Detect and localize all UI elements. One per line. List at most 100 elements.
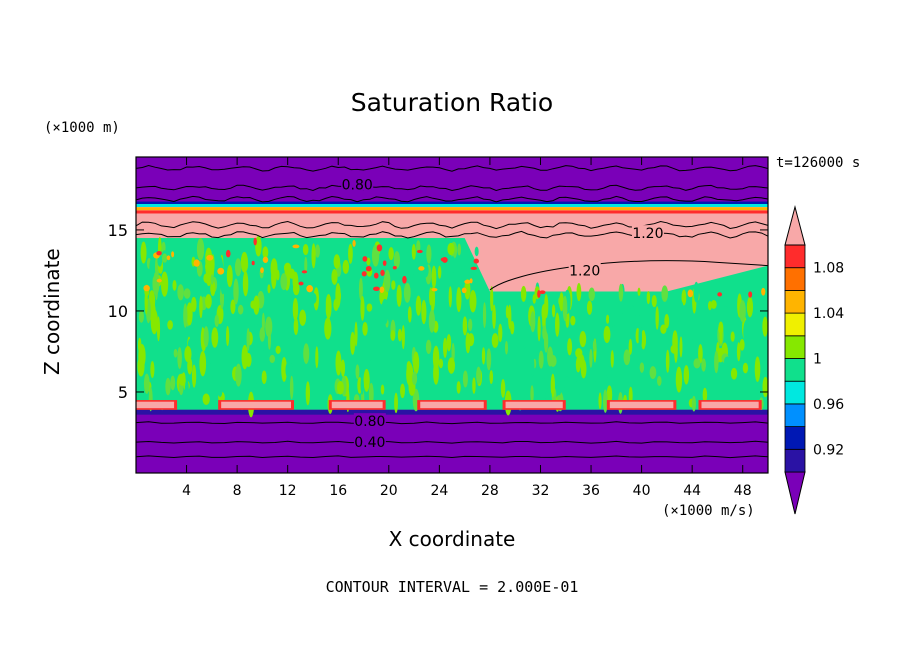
texture-cell (289, 375, 294, 400)
x-tick-label: 20 (380, 483, 398, 499)
texture-cell (556, 379, 562, 396)
texture-cell (304, 256, 308, 274)
texture-cell (530, 385, 534, 403)
texture-cell (286, 326, 294, 340)
stripe-blue (136, 201, 768, 205)
colorbar-swatch (784, 380, 806, 405)
colorbar-label: 0.96 (813, 397, 844, 413)
texture-cell (446, 334, 452, 352)
texture-cell (522, 333, 527, 349)
texture-cell (143, 373, 150, 394)
texture-cell (708, 301, 712, 311)
texture-cell (380, 269, 385, 277)
y-tick-label: 5 (118, 383, 128, 402)
texture-cell (184, 345, 192, 363)
texture-cell (280, 273, 288, 291)
y-unit-label: (×1000 m) (44, 120, 120, 136)
texture-cell (253, 237, 257, 246)
texture-cell (473, 258, 479, 264)
texture-cell (298, 281, 304, 286)
colorbar-swatch (784, 426, 806, 450)
texture-cell (292, 297, 299, 321)
colorbar-label: 1.04 (813, 306, 844, 322)
texture-cell (261, 370, 267, 384)
texture-cell (354, 321, 358, 347)
texture-cell (393, 251, 401, 269)
texture-cell (730, 367, 738, 380)
colorbar-swatch (784, 289, 806, 314)
texture-cell (170, 375, 176, 391)
texture-cell (173, 348, 178, 358)
texture-cell (214, 314, 220, 327)
texture-cell (156, 316, 161, 342)
texture-cell (371, 244, 380, 267)
texture-cell (618, 283, 624, 302)
texture-cell (537, 315, 541, 342)
texture-cell (315, 346, 319, 369)
texture-cell (474, 246, 479, 257)
contour-label-bg (341, 176, 374, 191)
contour-label-bg (631, 225, 664, 240)
texture-cell (315, 244, 321, 258)
texture-cell (579, 330, 587, 348)
texture-cell (413, 351, 420, 375)
texture-cell (283, 262, 292, 274)
texture-cell (641, 330, 646, 350)
texture-cell (639, 362, 645, 373)
texture-cell (426, 244, 432, 264)
texture-cell (468, 318, 473, 332)
colorbar-swatch (784, 403, 806, 427)
stripe-orange (136, 207, 768, 211)
texture-cell (275, 251, 283, 266)
colorbar: 0.92 0.96 1 1.04 1.08 (784, 205, 844, 515)
texture-cell (392, 266, 397, 270)
texture-cell (192, 387, 197, 397)
texture-cell (753, 294, 761, 310)
texture-cell (199, 295, 203, 319)
texture-cell (469, 278, 473, 284)
colorbar-swatch (784, 244, 806, 269)
colorbar-swatch (784, 358, 806, 382)
texture-cell (470, 266, 478, 270)
texture-cell (438, 358, 444, 369)
texture-cell (397, 328, 403, 342)
texture-cell (508, 304, 512, 330)
texture-cell (416, 249, 423, 254)
texture-cell (651, 295, 657, 308)
texture-cell (619, 297, 624, 315)
texture-cell (449, 256, 456, 273)
lower-blob (331, 401, 383, 409)
texture-cell (237, 304, 244, 315)
texture-cell (462, 370, 468, 388)
contour-label-text: 1.20 (569, 263, 600, 279)
texture-cell (432, 345, 440, 371)
texture-cell (225, 249, 231, 258)
texture-cell (259, 327, 266, 342)
texture-cell (361, 271, 367, 277)
contour-label: 1.20 (568, 262, 601, 279)
texture-cell (311, 243, 316, 269)
texture-cell (717, 292, 723, 297)
texture-cell (493, 350, 500, 371)
x-tick-label: 12 (279, 483, 297, 499)
x-tick-label: 40 (633, 483, 651, 499)
texture-cell (267, 284, 271, 294)
y-axis-label: Z coordinate (40, 248, 64, 375)
y-tick-label: 15 (108, 221, 128, 240)
texture-cell (447, 357, 456, 374)
texture-cell (408, 254, 415, 278)
texture-cell (368, 348, 373, 361)
texture-cell (425, 339, 432, 355)
texture-cell (544, 390, 552, 402)
texture-cell (693, 358, 701, 369)
texture-cell (481, 347, 486, 365)
texture-cell (335, 283, 341, 308)
texture-cell (606, 385, 613, 405)
texture-cell (549, 355, 557, 367)
texture-cell (603, 325, 611, 344)
texture-cell (154, 277, 159, 300)
texture-cell (402, 275, 407, 284)
lower-blob (136, 401, 175, 409)
texture-cell (635, 305, 640, 320)
texture-cell (415, 295, 422, 316)
